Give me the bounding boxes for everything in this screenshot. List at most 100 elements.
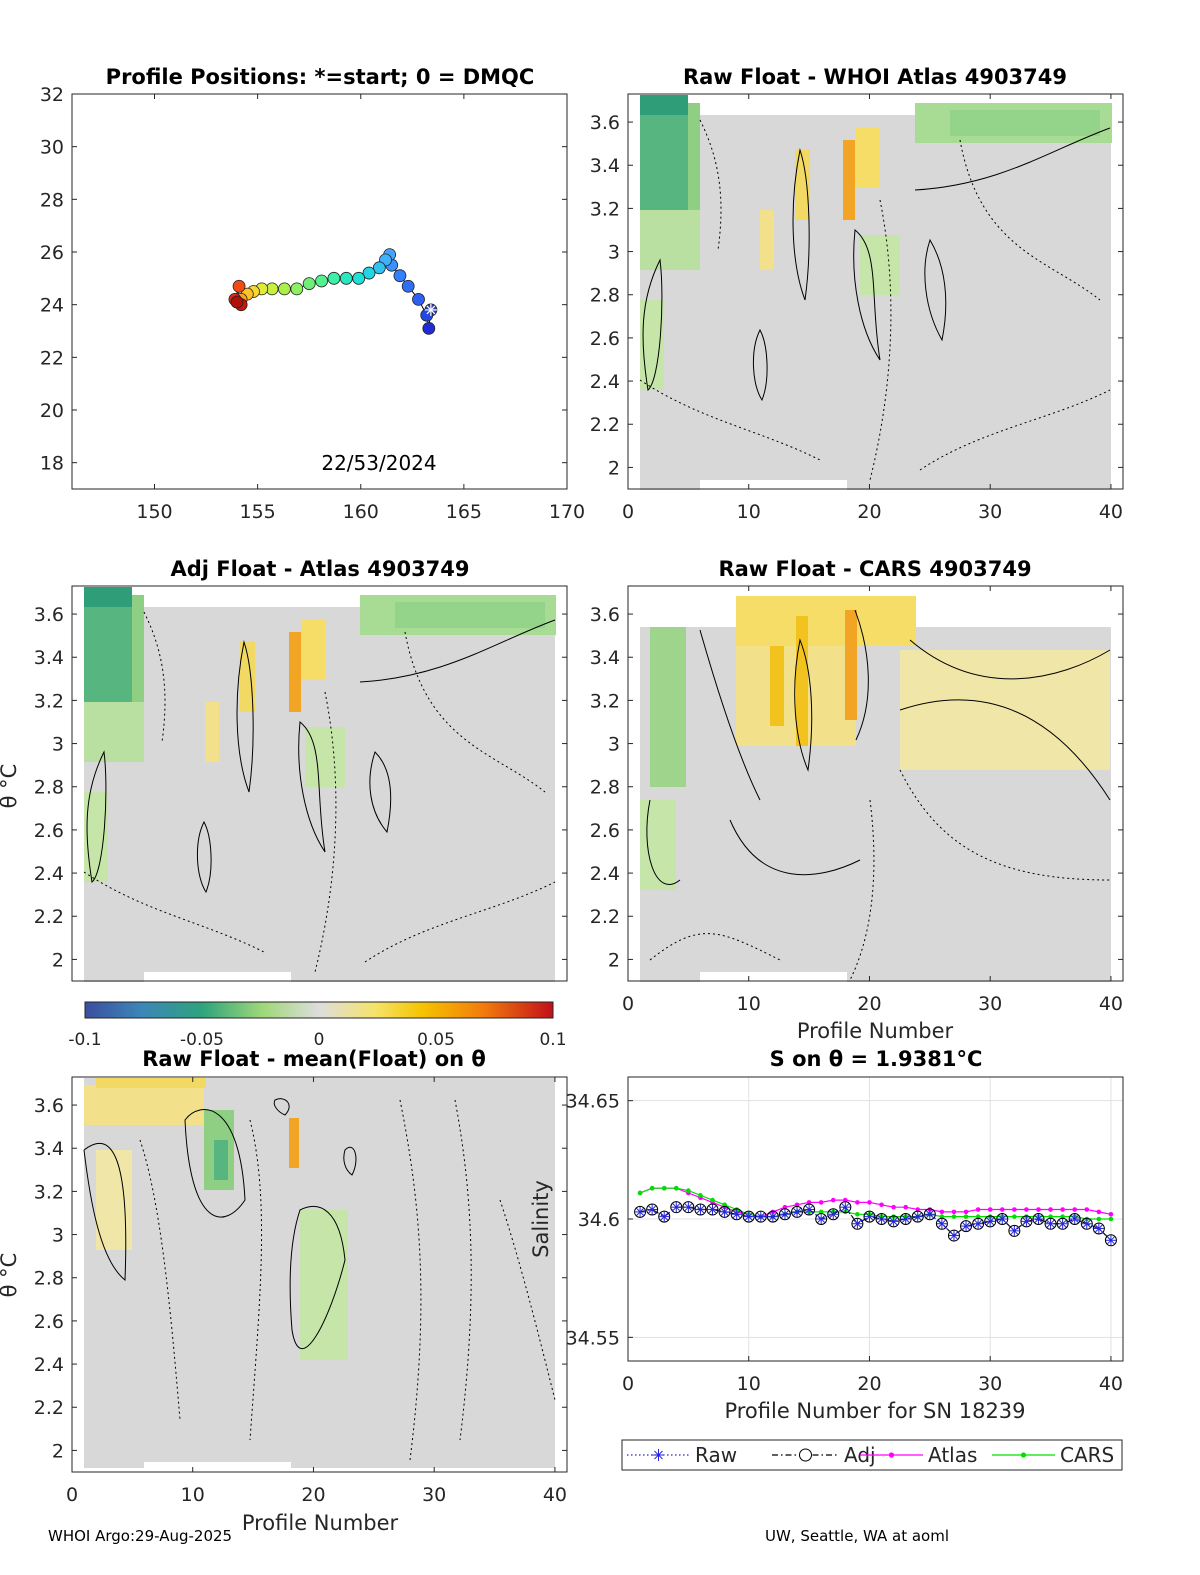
mean-ylabel: θ °C [0,1253,21,1298]
salinity-ylabel: Salinity [529,1180,553,1258]
series-adj-point [1020,1215,1033,1228]
series-raw-point [659,1211,670,1222]
whoi-title: Raw Float - WHOI Atlas 4903749 [683,65,1067,89]
series-adj-point [923,1208,936,1221]
series-raw-point [1021,1216,1032,1227]
y-tick-label: 3.6 [34,604,64,626]
raw-point-stroke [1010,1226,1019,1235]
raw-point-stroke [925,1210,934,1219]
series-atlas-point [1024,1207,1029,1212]
position-point [393,269,407,283]
position-point [420,308,434,322]
y-tick-label: 3 [52,1225,64,1247]
raw-point-stroke [660,1212,669,1221]
series-raw-point [876,1214,887,1224]
y-tick-label: 3.4 [590,647,620,669]
y-tick-label: 3.6 [34,1095,64,1117]
series-atlas-point [963,1209,969,1215]
position-point [315,274,328,288]
series-cars-point [637,1190,643,1196]
series-raw-point [948,1230,959,1241]
x-tick-label: 20 [857,993,881,1015]
x-tick-label: 0 [622,993,634,1015]
legend-cars-label: CARS [1060,1443,1114,1467]
positions-date-annotation: 22/53/2024 [321,451,436,475]
series-raw-point [1093,1223,1104,1234]
series-cars-point [1012,1214,1017,1219]
mean-panel: Raw Float - mean(Float) on θ 22.22.42. [0,1047,568,1535]
x-tick-label: 10 [181,1484,205,1506]
raw-point-stroke [853,1219,862,1228]
legend-items: Raw Adj Atlas CARS [627,1443,1114,1467]
salinity-legend: Raw Adj Atlas CARS [621,1439,1123,1471]
y-tick-label: 2.6 [590,820,620,842]
y-tick-label: 2.8 [34,777,64,799]
series-raw-point [852,1218,863,1229]
mean-contours [83,1098,556,1461]
legend-raw-label: Raw [695,1443,737,1467]
whoi-heatmap [640,95,1112,490]
series-adj-point [766,1210,779,1223]
adj-panel: Adj Float - Atlas 4903749 [0,557,568,982]
y-tick-label: 32 [40,84,64,106]
raw-point-stroke [769,1212,777,1221]
y-tick-label: 20 [40,400,64,422]
y-tick-label: 24 [40,295,64,317]
x-tick-label: 155 [239,501,275,523]
adj-contours [83,611,556,973]
colorbar-tick: -0.05 [180,1030,224,1050]
mean-title: Raw Float - mean(Float) on θ [142,1047,486,1071]
series-atlas-point [1096,1209,1102,1215]
series-raw-point [997,1214,1008,1224]
series-adj-point [1044,1217,1057,1230]
position-point [278,282,291,296]
series-adj-point [803,1203,816,1216]
raw-point-stroke [781,1210,789,1219]
series-atlas-point [891,1204,896,1210]
series-adj-point [778,1208,791,1221]
y-tick-label: 2.8 [590,285,620,307]
series-atlas-point [1072,1207,1078,1212]
series-raw-point [695,1204,706,1215]
x-tick-label: 150 [136,501,172,523]
raw-point-stroke [684,1203,693,1212]
salinity-panel: S on θ = 1.9381°C 0 10 20 30 40 34.55 34.6 34.6… [529,1047,1124,1471]
series-raw-point [936,1218,947,1229]
x-tick-label: 0 [622,501,634,523]
raw-point-stroke [865,1212,874,1221]
series-raw-point [707,1204,718,1215]
raw-point-stroke [974,1219,982,1228]
x-tick-label: 0 [66,1484,78,1506]
series-cars-point [1096,1216,1102,1222]
raw-point-stroke [962,1222,970,1230]
series-adj-point [911,1210,924,1223]
position-point [352,271,366,285]
y-tick-label: 2 [608,457,620,479]
raw-point-stroke [1107,1236,1115,1245]
positions-title: Profile Positions: *=start; 0 = DMQC [106,65,535,89]
colorbar-tick: 0.05 [417,1030,455,1050]
series-adj-point [646,1203,659,1216]
y-tick-label: 34.6 [578,1209,620,1231]
raw-point-stroke [889,1217,898,1226]
series-atlas-point [879,1202,884,1208]
y-tick-label: 3 [52,734,64,756]
y-tick-label: 3.2 [34,1181,64,1203]
cars-contours [646,609,1111,981]
y-tick-label: 3.4 [590,155,620,177]
series-cars-point [963,1214,969,1219]
y-tick-label: 3.4 [34,1138,64,1160]
series-atlas-point [782,1204,788,1210]
x-tick-label: 10 [737,1373,761,1395]
cars-xlabel: Profile Number [797,1019,954,1043]
raw-point-stroke [732,1210,741,1219]
series-adj-point [658,1210,671,1223]
raw-point-stroke [648,1205,656,1214]
y-tick-label: 2.4 [34,863,64,885]
adj-heatmap [84,587,556,982]
y-tick-label: 2.8 [590,777,620,799]
y-tick-label: 26 [40,242,64,264]
series-atlas-point [939,1209,945,1215]
series-cars-point [1060,1214,1065,1219]
x-tick-label: 30 [978,1373,1002,1395]
